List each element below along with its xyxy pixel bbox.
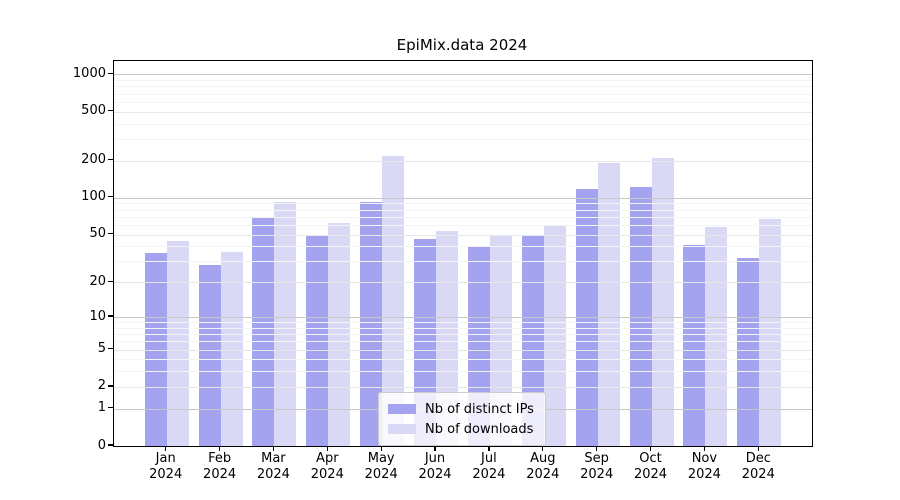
gridline [114, 282, 812, 284]
y-tick-mark [108, 159, 113, 161]
x-tick-mark [649, 446, 652, 451]
bar-downloads-jan [166, 241, 189, 446]
minor-gridline [114, 341, 812, 343]
legend-label-downloads: Nb of downloads [425, 421, 534, 437]
bar-ips-oct [629, 186, 652, 446]
chart-title: EpiMix.data 2024 [396, 36, 528, 54]
x-tick-label-aug: Aug 2024 [526, 451, 560, 482]
gridline [114, 111, 812, 113]
x-tick-mark [542, 446, 544, 451]
y-tick-label: 2 [97, 378, 106, 394]
minor-gridline [114, 139, 812, 140]
plot-area [113, 60, 813, 447]
bar-downloads-sep [597, 162, 620, 446]
minor-gridline [114, 123, 812, 125]
minor-gridline [114, 334, 812, 336]
minor-gridline [114, 203, 812, 205]
y-tick-label: 20 [89, 273, 106, 289]
legend: Nb of distinct IPs Nb of downloads [378, 392, 546, 446]
y-tick-mark [108, 232, 113, 235]
gridline [114, 234, 812, 236]
x-tick-label-may: May 2024 [364, 451, 398, 482]
minor-gridline [114, 224, 812, 226]
y-tick-mark [108, 348, 113, 350]
x-tick-mark [757, 446, 759, 451]
x-tick-mark [434, 446, 436, 451]
bar-downloads-may [382, 155, 405, 446]
x-tick-mark [380, 446, 382, 451]
x-tick-mark [326, 446, 328, 451]
x-tick-label-jun: Jun 2024 [418, 451, 452, 482]
y-tick-label: 200 [81, 152, 106, 168]
x-tick-label-mar: Mar 2024 [256, 451, 290, 482]
minor-gridline [114, 359, 812, 361]
bar-downloads-dec [759, 219, 782, 446]
minor-gridline [114, 86, 812, 88]
bar-downloads-aug [543, 225, 566, 446]
major-gridline [114, 317, 812, 318]
x-tick-mark [165, 446, 167, 451]
minor-gridline [114, 216, 812, 218]
bar-ips-may [360, 202, 383, 446]
x-tick-label-dec: Dec 2024 [741, 451, 775, 482]
bar-ips-dec [737, 257, 760, 446]
bar-downloads-nov [705, 226, 728, 446]
x-tick-label-sep: Sep 2024 [580, 451, 614, 482]
minor-gridline [114, 101, 812, 103]
y-tick-label: 10 [89, 308, 106, 324]
minor-gridline [114, 261, 812, 263]
bar-downloads-oct [651, 158, 674, 446]
legend-swatch-distinct-ips [388, 404, 416, 414]
y-tick-mark [108, 196, 113, 198]
legend-item-distinct-ips: Nb of distinct IPs [388, 399, 534, 419]
legend-swatch-downloads [388, 424, 416, 434]
y-tick-mark [108, 385, 113, 387]
gridline [114, 349, 812, 351]
y-tick-mark [108, 280, 113, 282]
bar-downloads-feb [220, 251, 243, 446]
x-tick-mark [596, 446, 598, 451]
major-gridline [114, 74, 812, 76]
major-gridline [114, 197, 812, 199]
x-tick-mark [703, 446, 706, 451]
y-tick-label: 100 [81, 189, 106, 205]
y-tick-mark [108, 407, 113, 409]
y-tick-label: 1000 [72, 65, 106, 81]
y-tick-label: 5 [97, 341, 106, 357]
bar-ips-nov [683, 245, 706, 446]
y-tick-mark [108, 72, 113, 75]
minor-gridline [114, 327, 812, 329]
x-tick-label-jul: Jul 2024 [472, 451, 506, 482]
y-tick-label: 500 [81, 103, 106, 119]
x-tick-mark [272, 446, 275, 451]
legend-item-downloads: Nb of downloads [388, 419, 534, 439]
x-tick-label-apr: Apr 2024 [310, 451, 344, 482]
minor-gridline [114, 93, 812, 95]
bar-ips-feb [198, 264, 221, 446]
minor-gridline [114, 371, 812, 373]
bar-downloads-mar [274, 202, 297, 446]
y-tick-label: 1 [97, 400, 106, 416]
x-tick-label-oct: Oct 2024 [633, 451, 668, 482]
minor-gridline [114, 246, 812, 248]
minor-gridline [114, 209, 812, 211]
y-tick-mark [108, 444, 113, 446]
gridline [114, 160, 812, 162]
x-tick-label-jan: Jan 2024 [149, 451, 183, 482]
bar-ips-mar [252, 216, 275, 446]
y-tick-mark [108, 110, 113, 112]
legend-label-distinct-ips: Nb of distinct IPs [425, 401, 534, 417]
y-tick-mark [108, 315, 113, 317]
x-tick-mark [488, 446, 490, 451]
y-tick-label: 0 [97, 437, 106, 453]
minor-gridline [114, 80, 812, 82]
bar-ips-apr [306, 234, 329, 446]
x-tick-label-nov: Nov 2024 [687, 451, 721, 482]
y-tick-label: 50 [89, 226, 106, 241]
minor-gridline [114, 322, 812, 324]
gridline [114, 386, 812, 388]
x-tick-mark [219, 446, 221, 451]
x-tick-label-feb: Feb 2024 [203, 451, 237, 482]
